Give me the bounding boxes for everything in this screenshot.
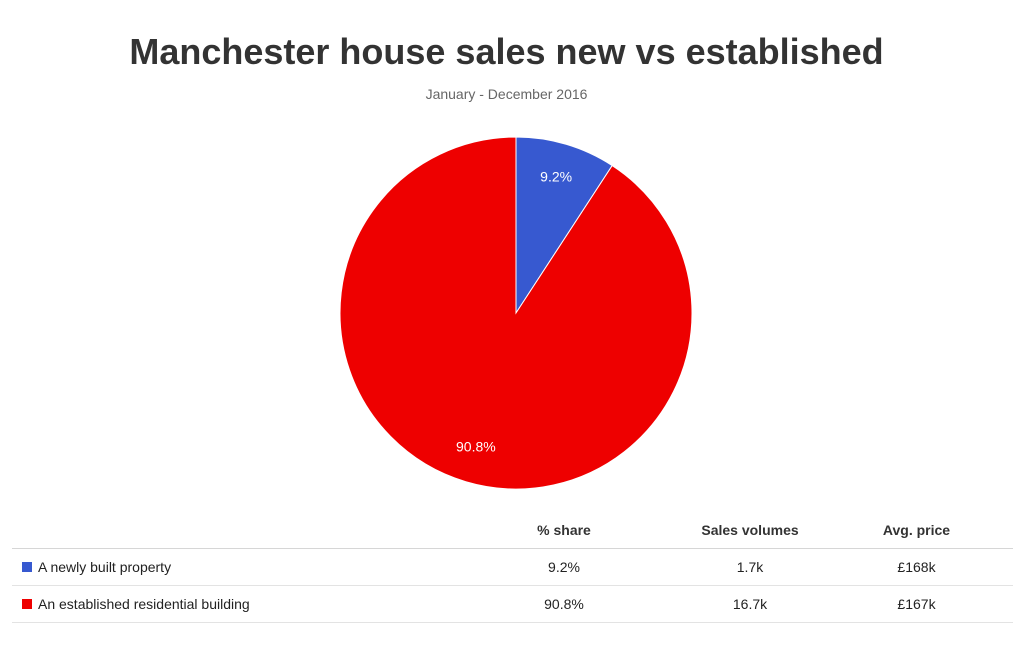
header-sales-volumes: Sales volumes (680, 512, 820, 549)
row-price: £168k (820, 548, 1013, 586)
table-header-row: % share Sales volumes Avg. price (12, 512, 1013, 549)
row-volume: 16.7k (680, 585, 820, 623)
pie-slice-label: 90.8% (456, 439, 496, 455)
chart-title: Manchester house sales new vs establishe… (129, 31, 884, 72)
header-avg-price: Avg. price (820, 512, 1013, 549)
pie-slice-label: 9.2% (540, 169, 572, 185)
chart-subtitle: January - December 2016 (425, 86, 588, 102)
row-name-cell: An established residential building (12, 585, 448, 623)
table-row: A newly built property 9.2% 1.7k £168k (12, 548, 1013, 586)
pie-slice[interactable] (339, 136, 693, 490)
row-name: A newly built property (38, 559, 172, 575)
row-share: 90.8% (448, 585, 680, 623)
data-table: % share Sales volumes Avg. price A newly… (12, 512, 1013, 623)
legend-swatch-established (22, 599, 32, 609)
row-name-cell: A newly built property (12, 548, 448, 586)
row-share: 9.2% (448, 548, 680, 586)
pie-slice[interactable] (515, 136, 613, 315)
table-row: An established residential building 90.8… (12, 585, 1013, 623)
header-name (12, 512, 448, 549)
row-price: £167k (820, 585, 1013, 623)
row-name: An established residential building (38, 596, 250, 612)
legend-swatch-new (22, 562, 32, 572)
row-volume: 1.7k (680, 548, 820, 586)
header-share: % share (448, 512, 680, 549)
